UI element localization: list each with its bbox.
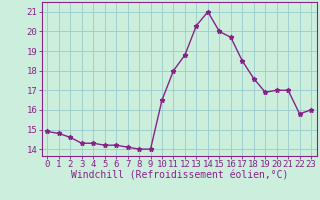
- X-axis label: Windchill (Refroidissement éolien,°C): Windchill (Refroidissement éolien,°C): [70, 171, 288, 181]
